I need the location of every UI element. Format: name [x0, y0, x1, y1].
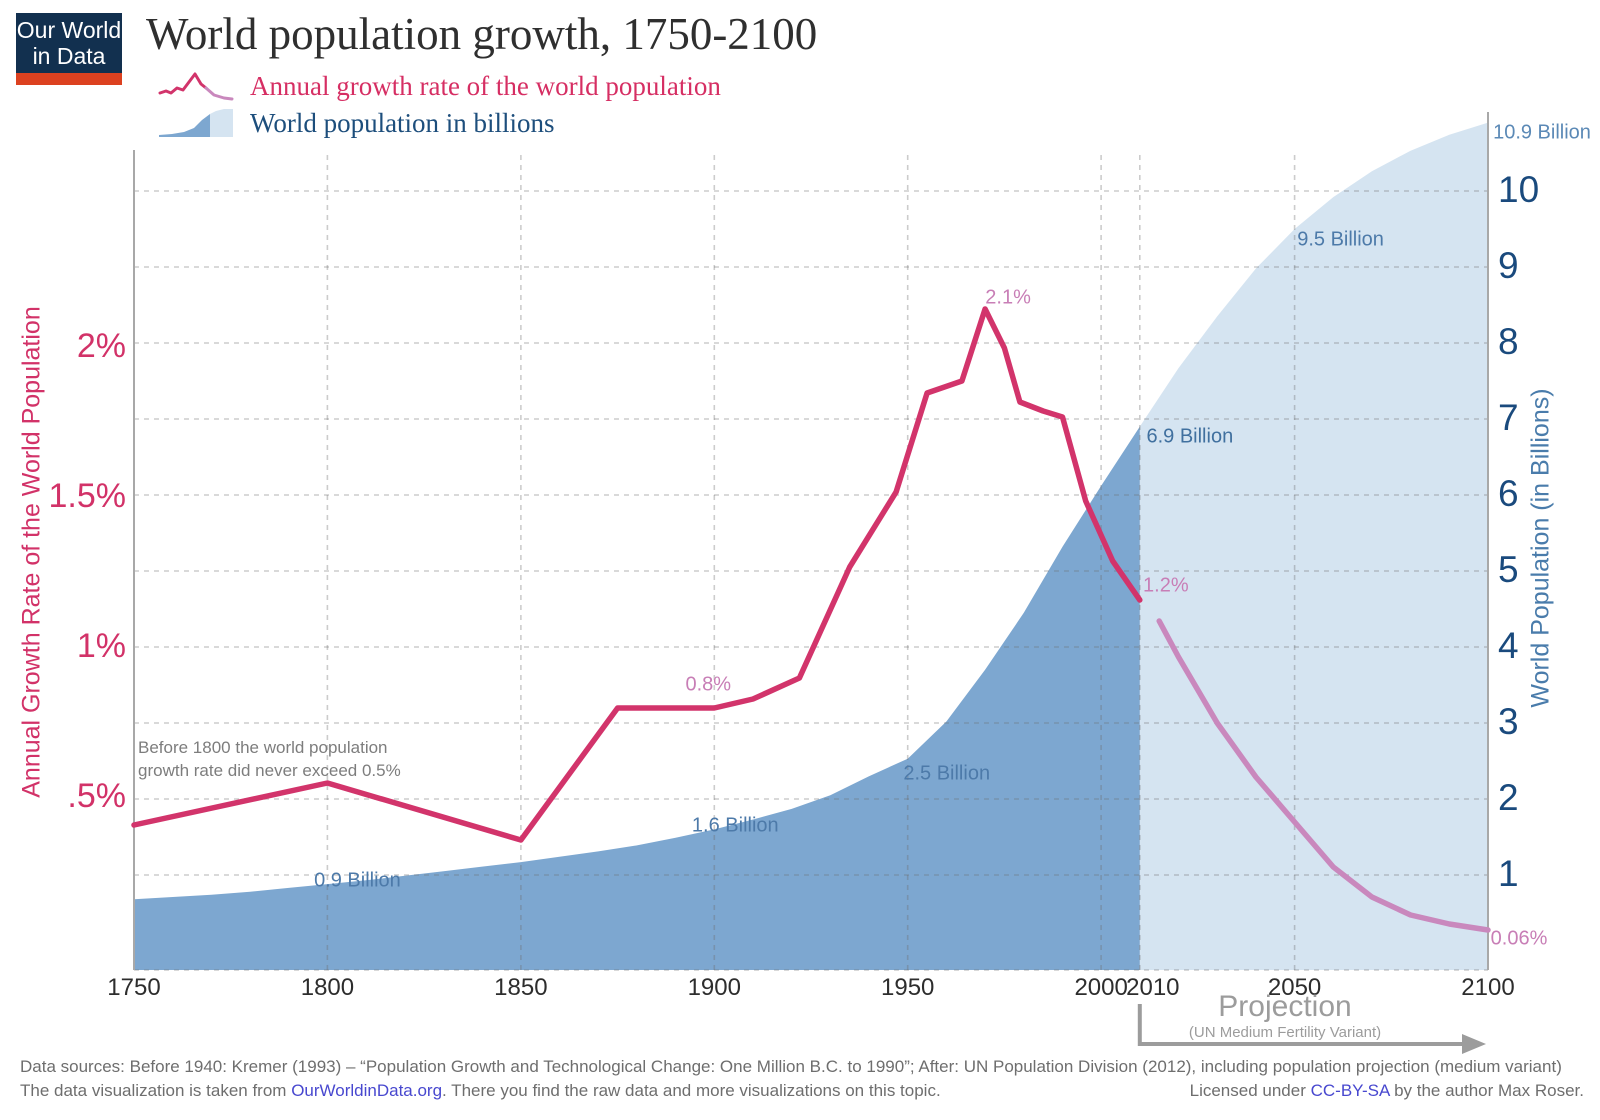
- right-axis-tick: 9: [1498, 245, 1519, 287]
- footer-license: Licensed under CC-BY-SA by the author Ma…: [1190, 1081, 1584, 1101]
- growth-annotation: 0.06%: [1490, 927, 1548, 950]
- population-annotation: 2.5 Billion: [903, 762, 991, 785]
- growth-rate-line-historic: [131, 306, 1143, 843]
- x-axis-tick: 1900: [687, 974, 741, 1001]
- x-axis-tick: 1850: [494, 974, 548, 1001]
- footer-data-sources: Data sources: Before 1940: Kremer (1993)…: [20, 1057, 1562, 1076]
- growth-annotation: 1.2%: [1143, 574, 1189, 597]
- right-axis-tick: 6: [1498, 473, 1519, 515]
- left-axis-title: Annual Growth Rate of the World Populati…: [17, 306, 46, 798]
- right-axis-tick: 2: [1498, 777, 1519, 819]
- projection-arrow: [1137, 1004, 1464, 1046]
- population-historic-area: [134, 426, 1140, 971]
- license-link[interactable]: CC-BY-SA: [1310, 1081, 1390, 1100]
- growth-annotation: 0.8%: [685, 673, 732, 696]
- left-axis-tick: .5%: [67, 776, 126, 815]
- population-annotation: 9.5 Billion: [1297, 228, 1384, 251]
- right-axis-tick: 4: [1498, 625, 1519, 667]
- owid-logo-box: Our World in Data: [16, 13, 122, 73]
- right-axis-tick: 1: [1498, 853, 1519, 895]
- projection-arrowhead: [1462, 1034, 1486, 1054]
- page-title: World population growth, 1750-2100: [146, 9, 818, 59]
- population-projection-area: [1139, 122, 1488, 971]
- population-area-icon: [159, 109, 233, 137]
- footer-attribution-text: The data visualization is taken from: [20, 1081, 292, 1100]
- chart-note-line1: Before 1800 the world population: [138, 738, 388, 757]
- owid-logo-line2: in Data: [32, 43, 106, 69]
- owid-logo-line1: Our World: [16, 17, 122, 43]
- owid-logo-red-bar: [16, 73, 122, 85]
- legend-item-growth-rate: Annual growth rate of the world populati…: [158, 70, 721, 102]
- population-annotation: 6.9 Billion: [1146, 425, 1234, 448]
- left-axis-tick: 2%: [76, 326, 126, 365]
- chart-note-line2: growth rate did never exceed 0.5%: [138, 761, 401, 780]
- footer-attribution-text2: . There you find the raw data and more v…: [442, 1081, 941, 1100]
- legend-label-population: World population in billions: [250, 107, 555, 138]
- x-axis-tick: 1950: [881, 974, 935, 1001]
- legend-item-population: World population in billions: [158, 106, 555, 140]
- legend-label-growth-rate: Annual growth rate of the world populati…: [250, 70, 721, 101]
- owid-logo[interactable]: Our World in Data: [16, 13, 122, 85]
- growth-annotation: 2.1%: [985, 286, 1031, 309]
- x-axis-tick: 2100: [1461, 974, 1515, 1001]
- right-axis-tick: 8: [1498, 321, 1519, 363]
- x-axis-tick: 1750: [107, 974, 161, 1001]
- left-axis-tick: 1%: [76, 626, 126, 665]
- x-axis-tick: 2010: [1126, 974, 1180, 1001]
- x-axis-tick: 1800: [300, 974, 355, 1001]
- footer-attribution: The data visualization is taken from Our…: [20, 1081, 941, 1101]
- right-axis-tick: 10: [1498, 169, 1540, 211]
- right-axis-tick: 5: [1498, 549, 1519, 591]
- population-annotation: 10.9 Billion: [1493, 121, 1591, 144]
- projection-label: Projection: [1218, 990, 1352, 1023]
- right-axis-tick: 3: [1498, 701, 1519, 743]
- right-axis-tick: 7: [1498, 397, 1519, 439]
- chart-note: Before 1800 the world population growth …: [138, 736, 401, 782]
- owid-link[interactable]: OurWorldinData.org: [291, 1081, 443, 1100]
- growth-rate-line-icon: [158, 72, 234, 101]
- projection-sublabel: (UN Medium Fertility Variant): [1188, 1024, 1382, 1041]
- footer-license-text: Licensed under: [1189, 1081, 1311, 1100]
- growth-rate-line-projection: [1156, 618, 1491, 933]
- population-annotation: 1.6 Billion: [691, 814, 779, 837]
- x-axis-tick: 2000: [1074, 974, 1128, 1001]
- right-axis-title: World Population (in Billions): [1526, 388, 1555, 708]
- footer-license-text2: by the author Max Roser.: [1389, 1081, 1584, 1100]
- x-axis-tick: 2050: [1267, 974, 1322, 1001]
- left-axis-tick: 1.5%: [48, 476, 127, 515]
- population-annotation: 0.9 Billion: [314, 869, 401, 892]
